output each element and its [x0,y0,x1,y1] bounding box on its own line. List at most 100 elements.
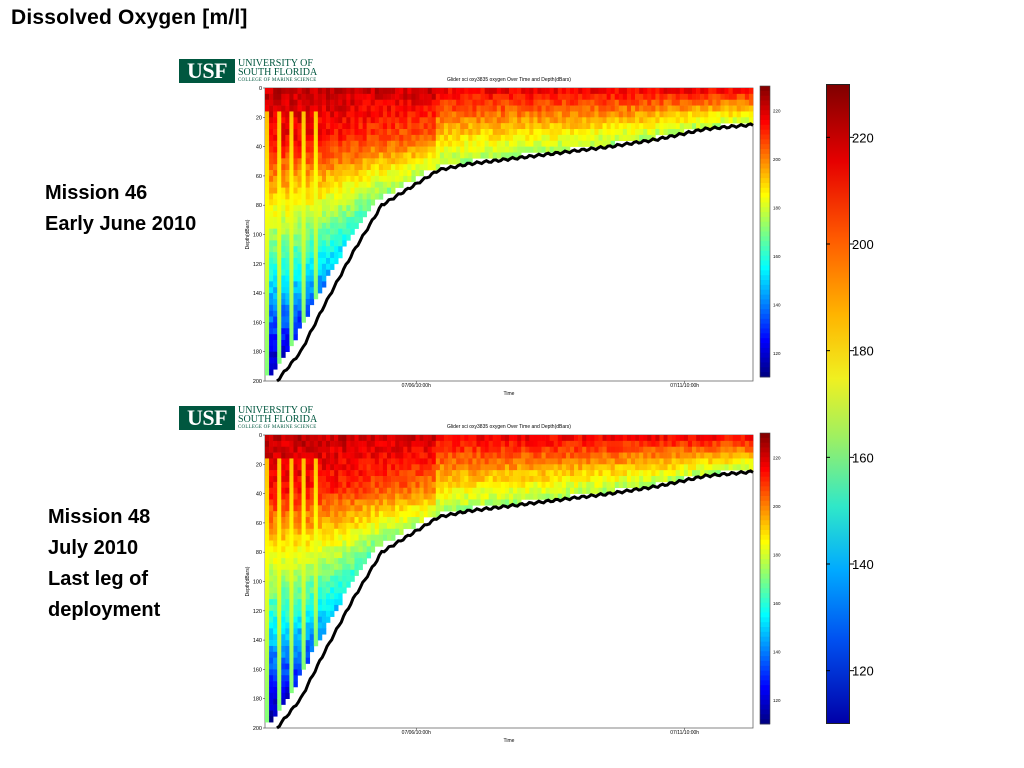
heatmap-cell [407,505,412,512]
heatmap-cell [692,446,697,453]
heatmap-cell [281,275,286,282]
heatmap-cell [366,93,372,101]
colorbar-swatch [760,719,770,725]
heatmap-cell [269,599,274,606]
heatmap-cell [521,476,526,483]
heatmap-cell [561,105,567,112]
heatmap-cell [521,452,526,459]
heatmap-cell [301,622,306,629]
colorbar-swatch [760,597,770,604]
heatmap-cell [399,435,404,442]
heatmap-cell [557,440,563,448]
heatmap-cell [399,152,404,159]
heatmap-cell [285,511,290,518]
heatmap-cell [395,476,400,483]
heatmap-cell [561,435,567,442]
heatmap-cell [269,187,274,194]
heatmap-cell [285,616,290,623]
heatmap-cell [476,88,481,95]
heatmap-cell [366,146,372,153]
heatmap-cell [525,129,530,136]
heatmap-cell [313,216,319,224]
heatmap-cell [484,458,489,465]
colorbar-tick-label: 220 [773,108,781,113]
heatmap-cell [411,435,416,442]
heatmap-cell [651,458,656,465]
heatmap-cell [570,458,575,465]
heatmap-cell [277,645,282,653]
colorbar-swatch [760,612,770,618]
heatmap-cell [362,458,367,465]
heatmap-cell [277,158,282,165]
usf-logo-mark: USF [179,59,235,83]
heatmap-cell [273,464,278,471]
heatmap-cell [362,452,367,459]
heatmap-cell [334,257,339,265]
heatmap-cell [553,481,559,489]
heatmap-cell [338,540,343,547]
heatmap-cell [317,105,323,112]
heatmap-cell [504,440,510,448]
heatmap-cell [277,622,282,629]
heatmap-cell [297,610,302,617]
heatmap-cell [399,117,404,124]
heatmap-cell [460,158,465,165]
heatmap-cell [488,446,494,453]
heatmap-cell [626,464,632,471]
heatmap-cell [476,435,481,442]
heatmap-cell [732,440,738,448]
heatmap-cell [273,640,278,647]
heatmap-cell [301,298,306,306]
heatmap-cell [639,105,644,112]
heatmap-cell [374,534,380,541]
colorbar-tick-label: 140 [773,649,781,654]
heatmap-cell [598,458,603,465]
heatmap-cell [269,211,274,218]
heatmap-cell [297,470,302,477]
y-tick-label: 140 [253,638,262,644]
heatmap-cell [342,446,347,453]
heatmap-cell [350,569,355,576]
heatmap-cell [330,257,335,265]
heatmap-cell [265,316,270,323]
heatmap-cell [541,99,546,106]
heatmap-cell [281,111,286,118]
heatmap-cell [513,99,518,106]
heatmap-cell [647,440,652,448]
heatmap-cell [281,345,286,352]
heatmap-cell [326,263,331,270]
heatmap-cell [269,357,274,364]
heatmap-cell [700,123,705,130]
heatmap-cell [496,146,502,153]
heatmap-cell [411,170,416,177]
heatmap-cell [472,88,477,95]
heatmap-cell [513,105,518,112]
heatmap-cell [419,481,424,489]
heatmap-cell [387,164,392,171]
heatmap-cell [545,487,550,494]
heatmap-cell [423,464,428,471]
heatmap-cell [326,487,331,494]
heatmap-cell [403,435,408,442]
heatmap-cell [301,99,306,106]
heatmap-cell [391,440,396,448]
heatmap-cell [439,481,445,489]
heatmap-cell [273,187,278,194]
heatmap-cell [736,111,742,118]
heatmap-cell [594,105,599,112]
heatmap-cell [582,446,587,453]
heatmap-cell [350,211,355,218]
heatmap-cell [366,517,372,524]
heatmap-cell [687,123,693,130]
heatmap-cell [265,99,270,106]
heatmap-cell [415,511,420,518]
heatmap-cell [313,93,319,101]
heatmap-cell [366,170,372,177]
heatmap-cell [415,93,420,101]
colorbar-swatch [760,289,770,295]
heatmap-cell [297,134,302,142]
heatmap-cell [285,129,290,136]
heatmap-cell [443,446,449,453]
heatmap-cell [277,511,282,518]
